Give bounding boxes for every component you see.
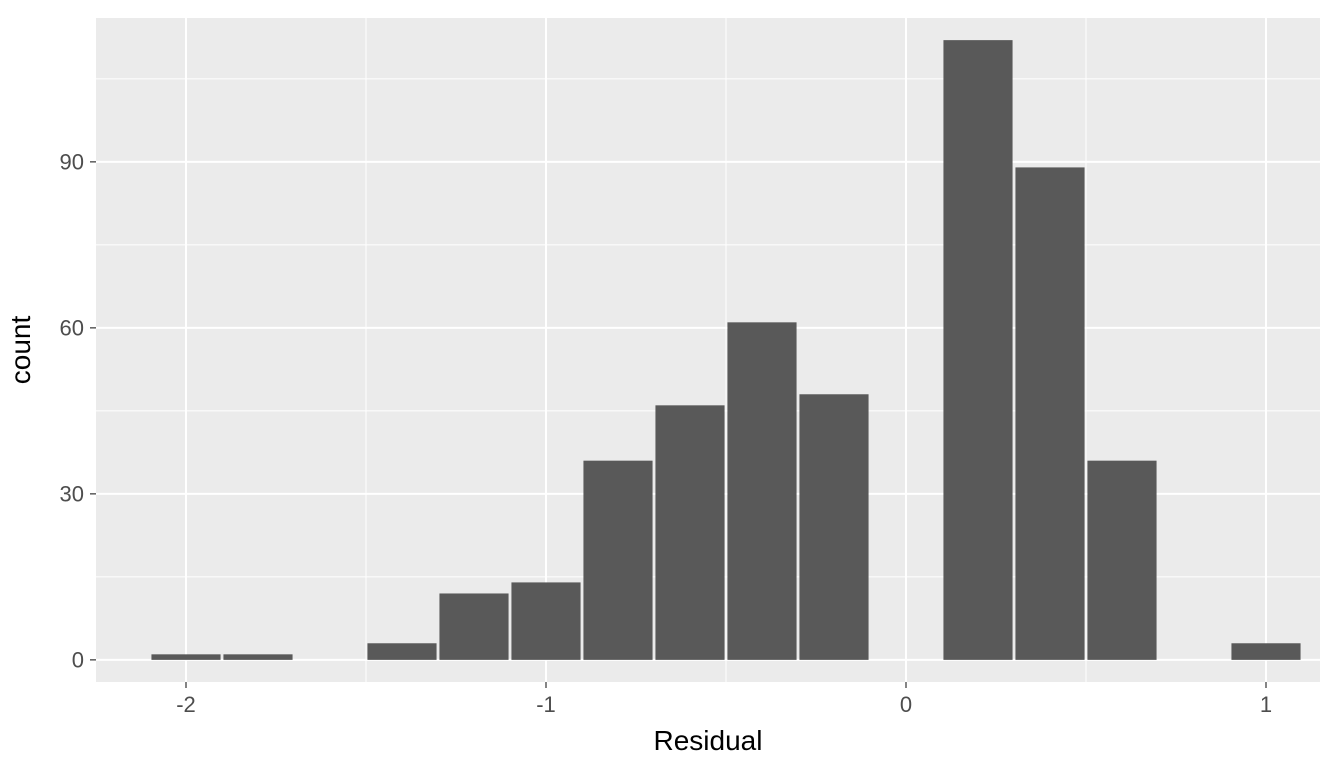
histogram-bar <box>367 643 436 660</box>
y-tick-label: 90 <box>60 150 84 175</box>
x-axis-title: Residual <box>654 725 763 756</box>
y-tick-label: 30 <box>60 482 84 507</box>
x-tick-label: 1 <box>1260 692 1272 717</box>
histogram-bar <box>1087 461 1156 660</box>
y-tick-label: 60 <box>60 316 84 341</box>
histogram-bar <box>1231 643 1300 660</box>
y-tick-label: 0 <box>72 648 84 673</box>
histogram-bar <box>655 405 724 660</box>
histogram-bar <box>223 654 292 660</box>
histogram-chart: -2 -1 0 1 0 30 60 90 Residual count <box>0 0 1344 768</box>
y-axis-title: count <box>5 316 36 385</box>
histogram-bar <box>799 394 868 660</box>
histogram-bar <box>511 582 580 659</box>
histogram-bar <box>151 654 220 660</box>
histogram-bar <box>583 461 652 660</box>
histogram-bar <box>1015 167 1084 659</box>
histogram-bar <box>439 593 508 659</box>
x-tick-label: -2 <box>176 692 196 717</box>
x-tick-label: 0 <box>900 692 912 717</box>
histogram-bar <box>727 322 796 660</box>
x-tick-label: -1 <box>536 692 556 717</box>
histogram-bar <box>943 40 1012 660</box>
chart-svg: -2 -1 0 1 0 30 60 90 Residual count <box>0 0 1344 768</box>
